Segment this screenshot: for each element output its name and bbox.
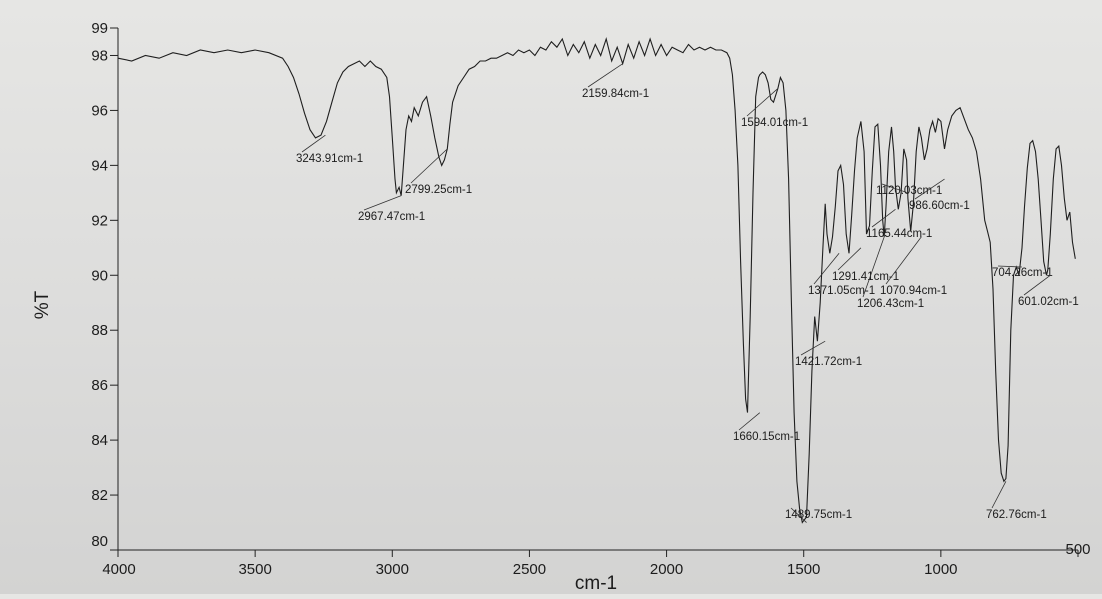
axes xyxy=(117,28,1078,551)
peak-label: 762.76cm-1 xyxy=(986,509,1047,521)
y-axis-title: %T xyxy=(32,290,53,319)
annotation-leader xyxy=(1023,274,1051,296)
x-tick-label: 3000 xyxy=(376,561,409,578)
x-tick-label: 1000 xyxy=(924,561,957,578)
annotation-leader xyxy=(871,209,896,228)
annotation-leader xyxy=(800,340,826,356)
peak-label: 1206.43cm-1 xyxy=(857,298,924,310)
annotation-leader xyxy=(991,481,1007,509)
y-tick-label: 94 xyxy=(91,157,108,174)
peak-label: 1165.44cm-1 xyxy=(866,228,932,240)
y-tick-label: 86 xyxy=(91,377,108,394)
annotation-leader xyxy=(790,507,807,523)
x-tick-label: 3500 xyxy=(238,561,271,578)
annotation-leader xyxy=(301,134,326,153)
annotation-leader xyxy=(885,236,922,285)
annotation-leader xyxy=(997,265,1022,268)
peak-label: 3243.91cm-1 xyxy=(296,153,363,165)
peak-label: 2799.25cm-1 xyxy=(405,184,472,196)
y-tick-label: 92 xyxy=(91,212,108,229)
annotation-leader xyxy=(746,88,779,117)
x-tick-label: 4000 xyxy=(102,561,135,578)
annotation-leader xyxy=(813,253,840,285)
annotation-leader xyxy=(862,236,885,298)
peak-label: 1594.01cm-1 xyxy=(741,117,808,129)
peak-label: 1489.75cm-1 xyxy=(785,509,852,521)
y-tick-label: 84 xyxy=(91,432,108,449)
annotation-leader xyxy=(410,148,448,184)
peak-label: 1070.94cm-1 xyxy=(880,285,947,297)
annotation-leader xyxy=(738,412,761,431)
y-tick-label: 80 xyxy=(91,533,108,550)
y-tick-label: 90 xyxy=(91,267,108,284)
peak-annotations: 3243.91cm-1 2967.47cm-1 2799.25cm-1 2159.84… xyxy=(296,63,1079,523)
x-tick-label: 2500 xyxy=(513,561,546,578)
y-tick-label: 99 xyxy=(91,20,108,37)
y-tick-label: 96 xyxy=(91,102,108,119)
x-tick-label: 1500 xyxy=(787,561,820,578)
y-ticks: 80 82 84 86 88 90 92 94 96 98 99 xyxy=(91,20,118,551)
peak-label: 986.60cm-1 xyxy=(909,200,970,212)
peak-label: 2159.84cm-1 xyxy=(582,88,649,100)
annotation-leader xyxy=(914,178,945,200)
x-axis-title: cm-1 xyxy=(575,573,617,594)
peak-label: 1371.05cm-1 xyxy=(808,285,875,297)
y-tick-label: 88 xyxy=(91,322,108,339)
annotation-leader xyxy=(837,247,862,271)
peak-label: 2967.47cm-1 xyxy=(358,211,425,223)
x-tick-label: 2000 xyxy=(650,561,683,578)
peak-label: 1660.15cm-1 xyxy=(733,431,800,443)
peak-label: 704.26cm-1 xyxy=(992,267,1053,279)
peak-label: 1291.41cm-1 xyxy=(832,271,899,283)
peak-label: 1120.03cm-1 xyxy=(876,185,942,197)
y-tick-label: 98 xyxy=(91,47,108,64)
peak-label: 601.02cm-1 xyxy=(1018,296,1079,308)
peak-label: 1421.72cm-1 xyxy=(795,356,862,368)
annotation-leader xyxy=(587,63,623,88)
annotation-leader xyxy=(881,183,909,194)
spectrum-line xyxy=(117,37,1076,524)
y-tick-label: 82 xyxy=(91,487,108,504)
x-tick-label: 500 xyxy=(1065,541,1090,558)
annotation-leader xyxy=(363,195,402,211)
x-ticks: 4000 3500 3000 2500 2000 1500 1000 500 xyxy=(102,541,1090,578)
